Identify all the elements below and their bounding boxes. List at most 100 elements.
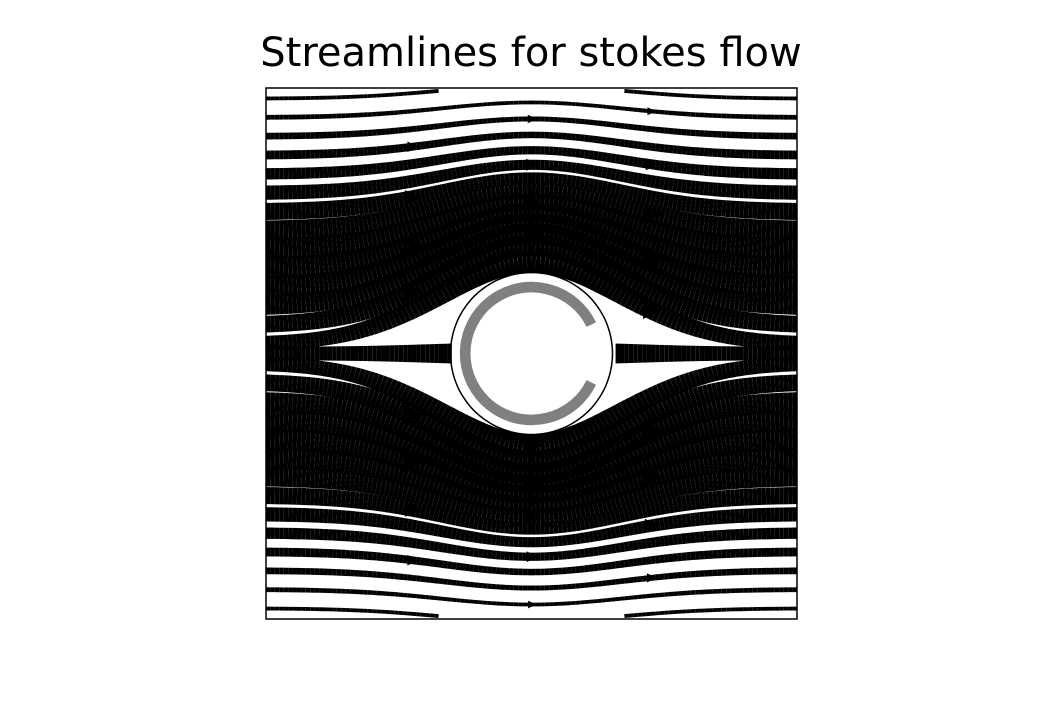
- streamline-segment: [454, 193, 463, 211]
- streamline-segment: [669, 258, 681, 281]
- streamline-segment: [425, 444, 439, 466]
- streamline-segment: [597, 243, 612, 265]
- streamline-segment: [488, 241, 500, 264]
- streamline-segment: [552, 195, 560, 213]
- streamline-segment: [490, 174, 497, 188]
- streamline-segment: [683, 245, 694, 268]
- streamline-arrow: [528, 600, 537, 609]
- streamline-segment: [701, 401, 711, 423]
- streamline-segment: [655, 270, 669, 292]
- streamline-segment: [423, 187, 432, 203]
- streamline-segment: [623, 414, 639, 436]
- streamline-segment: [326, 309, 334, 328]
- streamline-segment: [596, 529, 604, 541]
- streamline-segment: [697, 302, 707, 322]
- streamline-segment: [499, 506, 506, 522]
- streamline-segment: [439, 222, 451, 244]
- streamline-segment: [738, 360, 745, 377]
- streamline-segment: [650, 555, 656, 565]
- streamline-segment: [632, 156, 639, 167]
- streamline-segment: [474, 233, 487, 255]
- plot-frame: [265, 87, 798, 620]
- streamline-segment: [343, 250, 352, 273]
- streamline-segment: [452, 455, 465, 477]
- streamline-segment: [706, 417, 715, 440]
- streamline-segment: [420, 157, 427, 168]
- streamline-segment: [711, 233, 719, 255]
- streamline-segment: [450, 181, 458, 196]
- streamline-segment: [455, 545, 462, 555]
- streamline-segment: [551, 225, 561, 247]
- streamline-segment: [422, 215, 433, 236]
- streamline-segment: [473, 564, 479, 573]
- streamline-segment: [738, 378, 746, 396]
- streamline-segment: [468, 164, 475, 177]
- streamline-segment: [391, 445, 402, 468]
- streamline-segment: [697, 436, 707, 459]
- streamline-segment: [431, 490, 441, 508]
- streamline-segment: [701, 384, 711, 404]
- streamline-segment: [448, 219, 460, 240]
- streamline-segment: [567, 243, 580, 266]
- streamline-segment: [720, 251, 728, 274]
- streamline-segment: [606, 438, 621, 460]
- streamline-segment: [614, 543, 621, 553]
- streamline-segment: [641, 141, 648, 151]
- streamline-segment: [738, 311, 746, 329]
- streamline-segment: [469, 235, 483, 257]
- streamline-segment: [638, 453, 651, 475]
- streamline-segment: [503, 195, 511, 213]
- streamline-segment: [616, 462, 628, 483]
- streamline-segment: [625, 227, 637, 249]
- streamline-segment: [570, 187, 578, 203]
- streamline-segment: [555, 446, 566, 468]
- streamline-segment: [483, 455, 495, 477]
- streamline-segment: [437, 169, 445, 183]
- streamline-segment: [416, 294, 430, 314]
- streamline-segment: [478, 440, 492, 462]
- streamline-segment: [632, 522, 639, 535]
- streamline-segment: [571, 261, 585, 284]
- streamline-segment: [507, 253, 516, 276]
- streamline-segment: [559, 458, 570, 480]
- streamline-segment: [613, 493, 623, 510]
- streamline-segment: [576, 222, 588, 243]
- streamline-segment: [502, 254, 512, 276]
- streamline-segment: [374, 227, 384, 249]
- streamline-segment: [374, 440, 384, 463]
- streamline-segment: [548, 205, 555, 223]
- streamline-segment: [547, 224, 556, 246]
- streamline-segment: [619, 578, 625, 585]
- streamline-segment: [632, 576, 639, 583]
- streamline-segment: [627, 186, 635, 202]
- streamline-segment: [478, 423, 492, 446]
- streamline-segment: [559, 240, 570, 263]
- streamline-segment: [401, 482, 410, 501]
- streamline-segment: [438, 235, 452, 258]
- streamline-segment: [442, 279, 457, 300]
- streamline-segment: [451, 243, 466, 265]
- streamline-segment: [425, 255, 439, 278]
- streamline-arrow: [645, 158, 659, 171]
- streamline-segment: [738, 330, 745, 347]
- streamline-segment: [593, 135, 599, 144]
- streamline-segment: [683, 389, 694, 409]
- streamline-segment: [729, 396, 737, 417]
- streamline-segment: [688, 263, 698, 286]
- streamline-segment: [575, 263, 589, 285]
- streamline-segment: [379, 194, 387, 212]
- streamline-segment: [460, 563, 466, 571]
- streamline-segment: [566, 161, 572, 173]
- streamline-segment: [365, 371, 375, 388]
- streamline-segment: [419, 521, 427, 535]
- streamline-segment: [433, 170, 440, 184]
- streamline-segment: [369, 406, 380, 428]
- streamline-segment: [593, 241, 607, 263]
- streamline-segment: [646, 403, 660, 424]
- streamline-segment: [593, 272, 608, 294]
- streamline-segment: [706, 249, 715, 272]
- streamline-segment: [733, 413, 741, 436]
- streamline-segment: [628, 540, 635, 551]
- streamline-segment: [369, 279, 380, 301]
- streamline-segment: [612, 223, 624, 244]
